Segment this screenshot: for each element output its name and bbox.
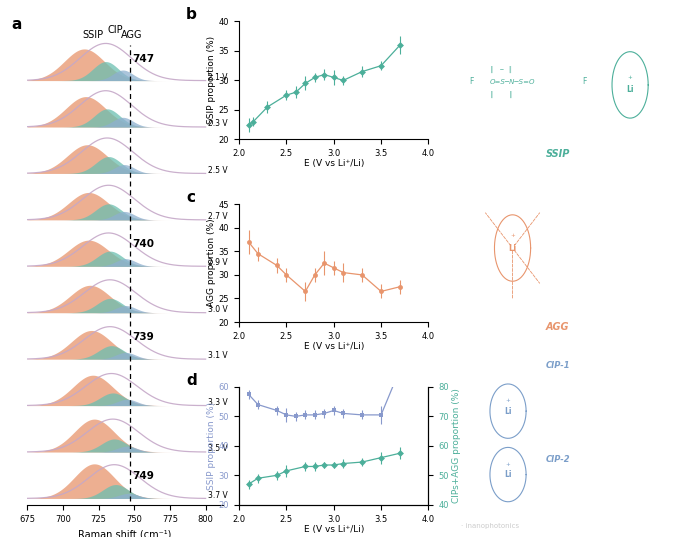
Text: +: + xyxy=(628,75,633,80)
Text: +: + xyxy=(506,398,510,403)
Text: SSIP: SSIP xyxy=(545,149,570,159)
Text: 3.7 V: 3.7 V xyxy=(208,491,228,499)
Text: AGG: AGG xyxy=(546,322,569,331)
Text: 3.3 V: 3.3 V xyxy=(208,398,228,407)
Text: Li: Li xyxy=(627,85,634,94)
Text: c: c xyxy=(186,190,195,205)
Text: F: F xyxy=(470,77,474,86)
Text: SSIP: SSIP xyxy=(82,31,104,40)
X-axis label: Raman shift (cm⁻¹): Raman shift (cm⁻¹) xyxy=(78,529,172,537)
Text: 2.7 V: 2.7 V xyxy=(208,212,228,221)
Y-axis label: AGG proportion (%): AGG proportion (%) xyxy=(207,219,216,308)
Text: Li: Li xyxy=(504,407,512,416)
X-axis label: E (V vs Li⁺/Li): E (V vs Li⁺/Li) xyxy=(304,159,364,169)
Text: CIP-2: CIP-2 xyxy=(545,455,570,464)
Text: 740: 740 xyxy=(132,240,154,249)
Text: 749: 749 xyxy=(132,471,154,482)
Text: AGG: AGG xyxy=(121,31,142,40)
Text: Li: Li xyxy=(509,243,517,252)
Y-axis label: SSIP proportion (%): SSIP proportion (%) xyxy=(207,402,216,490)
Text: 3.0 V: 3.0 V xyxy=(208,305,228,314)
Text: b: b xyxy=(186,8,197,23)
Text: a: a xyxy=(12,17,22,32)
X-axis label: E (V vs Li⁺/Li): E (V vs Li⁺/Li) xyxy=(304,342,364,351)
Text: d: d xyxy=(186,373,197,388)
Text: Li: Li xyxy=(504,470,512,479)
Text: +: + xyxy=(510,234,515,238)
Text: 3.1 V: 3.1 V xyxy=(208,351,228,360)
Text: 739: 739 xyxy=(132,332,154,342)
Text: 2.5 V: 2.5 V xyxy=(208,165,228,175)
X-axis label: E (V vs Li⁺/Li): E (V vs Li⁺/Li) xyxy=(304,525,364,534)
Text: F: F xyxy=(583,77,587,86)
Text: 2.3 V: 2.3 V xyxy=(208,119,228,128)
Text: O=S─N─S=O: O=S─N─S=O xyxy=(490,79,535,85)
Text: 2.9 V: 2.9 V xyxy=(208,258,228,267)
Text: ║         ║: ║ ║ xyxy=(490,90,512,98)
Text: 2.1 V: 2.1 V xyxy=(208,72,228,82)
Text: · inanophotonics: · inanophotonics xyxy=(461,523,520,529)
Y-axis label: SSIP proportion (%): SSIP proportion (%) xyxy=(207,37,216,125)
Text: CIP-1: CIP-1 xyxy=(545,361,570,371)
Text: 747: 747 xyxy=(132,54,155,63)
Y-axis label: CIPs+AGG proportion (%): CIPs+AGG proportion (%) xyxy=(452,388,460,503)
Text: CIP: CIP xyxy=(108,25,123,35)
Text: +: + xyxy=(506,461,510,467)
Text: ║    ─   ║: ║ ─ ║ xyxy=(490,66,512,74)
Text: 3.5 V: 3.5 V xyxy=(208,444,228,453)
